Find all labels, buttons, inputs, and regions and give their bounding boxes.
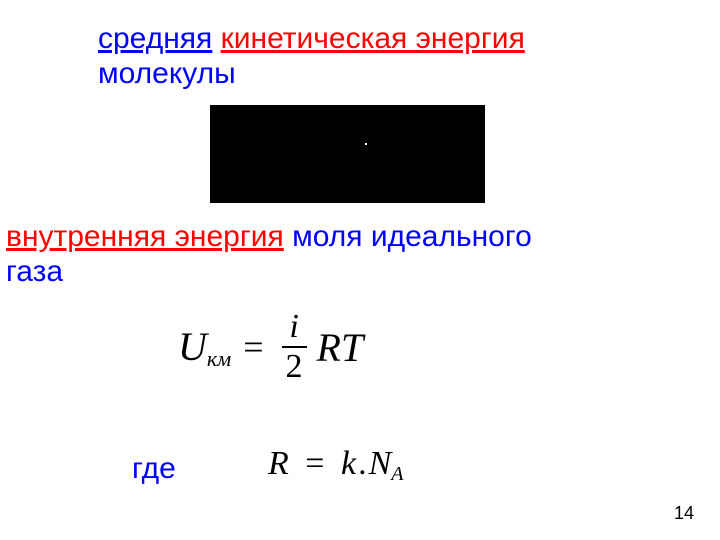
formula-internal-energy: Uкм = i 2 RT [178, 310, 363, 384]
formula1-denominator: 2 [282, 350, 307, 384]
heading2-line2: газа [6, 255, 63, 288]
formula1-eq: = [243, 326, 263, 368]
formula1-fraction: i 2 [282, 310, 307, 384]
heading1-word2: кинетическая энергия [221, 22, 525, 55]
formula2-eq: = [305, 445, 324, 482]
formula2-R: R [268, 445, 289, 482]
formula2-N: N [369, 445, 392, 482]
heading2-word3: моля идеального [284, 220, 532, 253]
heading1-line2: молекулы [98, 57, 236, 90]
heading-kinetic-energy: средняя кинетическая энергия молекулы [98, 22, 525, 91]
formula2-sub: A [391, 463, 403, 485]
formula-gas-constant: R = k.NA [268, 445, 403, 486]
heading1-word1: средняя [98, 22, 212, 55]
formula2-k: k [341, 445, 356, 482]
redacted-formula-box [210, 105, 485, 203]
formula1-rhs: RT [317, 324, 364, 371]
heading2-word2: внутренняя энергия [6, 220, 284, 253]
formula2-dot: . [358, 445, 367, 482]
heading-internal-energy: внутренняя энергия моля идеального газа [6, 220, 532, 289]
formula1-sub: км [207, 346, 231, 371]
box-dot [365, 143, 367, 145]
formula1-numerator: i [282, 310, 307, 344]
where-label: где [132, 452, 176, 486]
formula1-lhs: Uкм [178, 323, 231, 372]
formula1-U: U [178, 324, 207, 369]
page-number: 14 [674, 503, 694, 524]
